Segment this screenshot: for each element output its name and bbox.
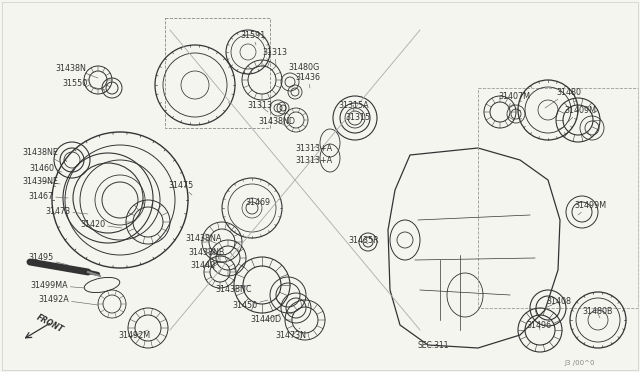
Text: 31496: 31496: [526, 321, 551, 330]
Text: 31440: 31440: [190, 260, 215, 269]
Text: 31480: 31480: [545, 87, 581, 108]
Text: 31409M: 31409M: [564, 106, 596, 122]
Text: 31440D: 31440D: [250, 314, 281, 324]
Text: 31591: 31591: [240, 31, 265, 45]
Text: 31499MA: 31499MA: [30, 280, 85, 289]
Bar: [478, 88, 638, 308]
Text: 31480B: 31480B: [582, 308, 612, 318]
Text: 31313: 31313: [247, 100, 272, 112]
Text: 31315: 31315: [345, 112, 370, 125]
Text: 31480G: 31480G: [288, 62, 319, 78]
Text: 31492A: 31492A: [38, 295, 98, 305]
Text: SEC.311: SEC.311: [418, 341, 449, 350]
Text: 31408: 31408: [545, 298, 571, 308]
Text: 31492M: 31492M: [118, 330, 150, 340]
Text: 31460: 31460: [29, 164, 62, 173]
Text: 31499M: 31499M: [574, 201, 606, 215]
Text: 31438NB: 31438NB: [188, 247, 225, 257]
Text: 31313+A: 31313+A: [295, 155, 332, 164]
Text: 31473N: 31473N: [275, 328, 306, 340]
Text: 31420: 31420: [80, 219, 122, 228]
Text: 31438NE: 31438NE: [22, 148, 60, 162]
Text: 31475: 31475: [168, 180, 193, 195]
Text: 31313: 31313: [262, 48, 287, 65]
Text: 31438ND: 31438ND: [258, 116, 295, 126]
Text: 31439NE: 31439NE: [22, 176, 60, 186]
Text: 31315A: 31315A: [338, 100, 369, 112]
Text: 31438NA: 31438NA: [185, 234, 221, 244]
Text: 31473: 31473: [45, 206, 88, 215]
Text: 31436: 31436: [295, 73, 320, 88]
Text: 31495: 31495: [28, 253, 68, 265]
Text: FRONT: FRONT: [35, 312, 65, 334]
Text: J3 /00^0: J3 /00^0: [564, 360, 595, 366]
Text: 31469: 31469: [245, 198, 270, 210]
Text: 31438NC: 31438NC: [215, 285, 252, 294]
Text: 31450: 31450: [232, 300, 268, 311]
Text: 31467: 31467: [28, 192, 68, 201]
Bar: [165, 18, 270, 128]
Text: 31313+A: 31313+A: [295, 144, 332, 153]
Text: 31438N: 31438N: [55, 64, 98, 78]
Text: 31435R: 31435R: [348, 235, 379, 244]
Text: 31550: 31550: [62, 78, 105, 90]
Text: 31407M: 31407M: [498, 92, 530, 108]
